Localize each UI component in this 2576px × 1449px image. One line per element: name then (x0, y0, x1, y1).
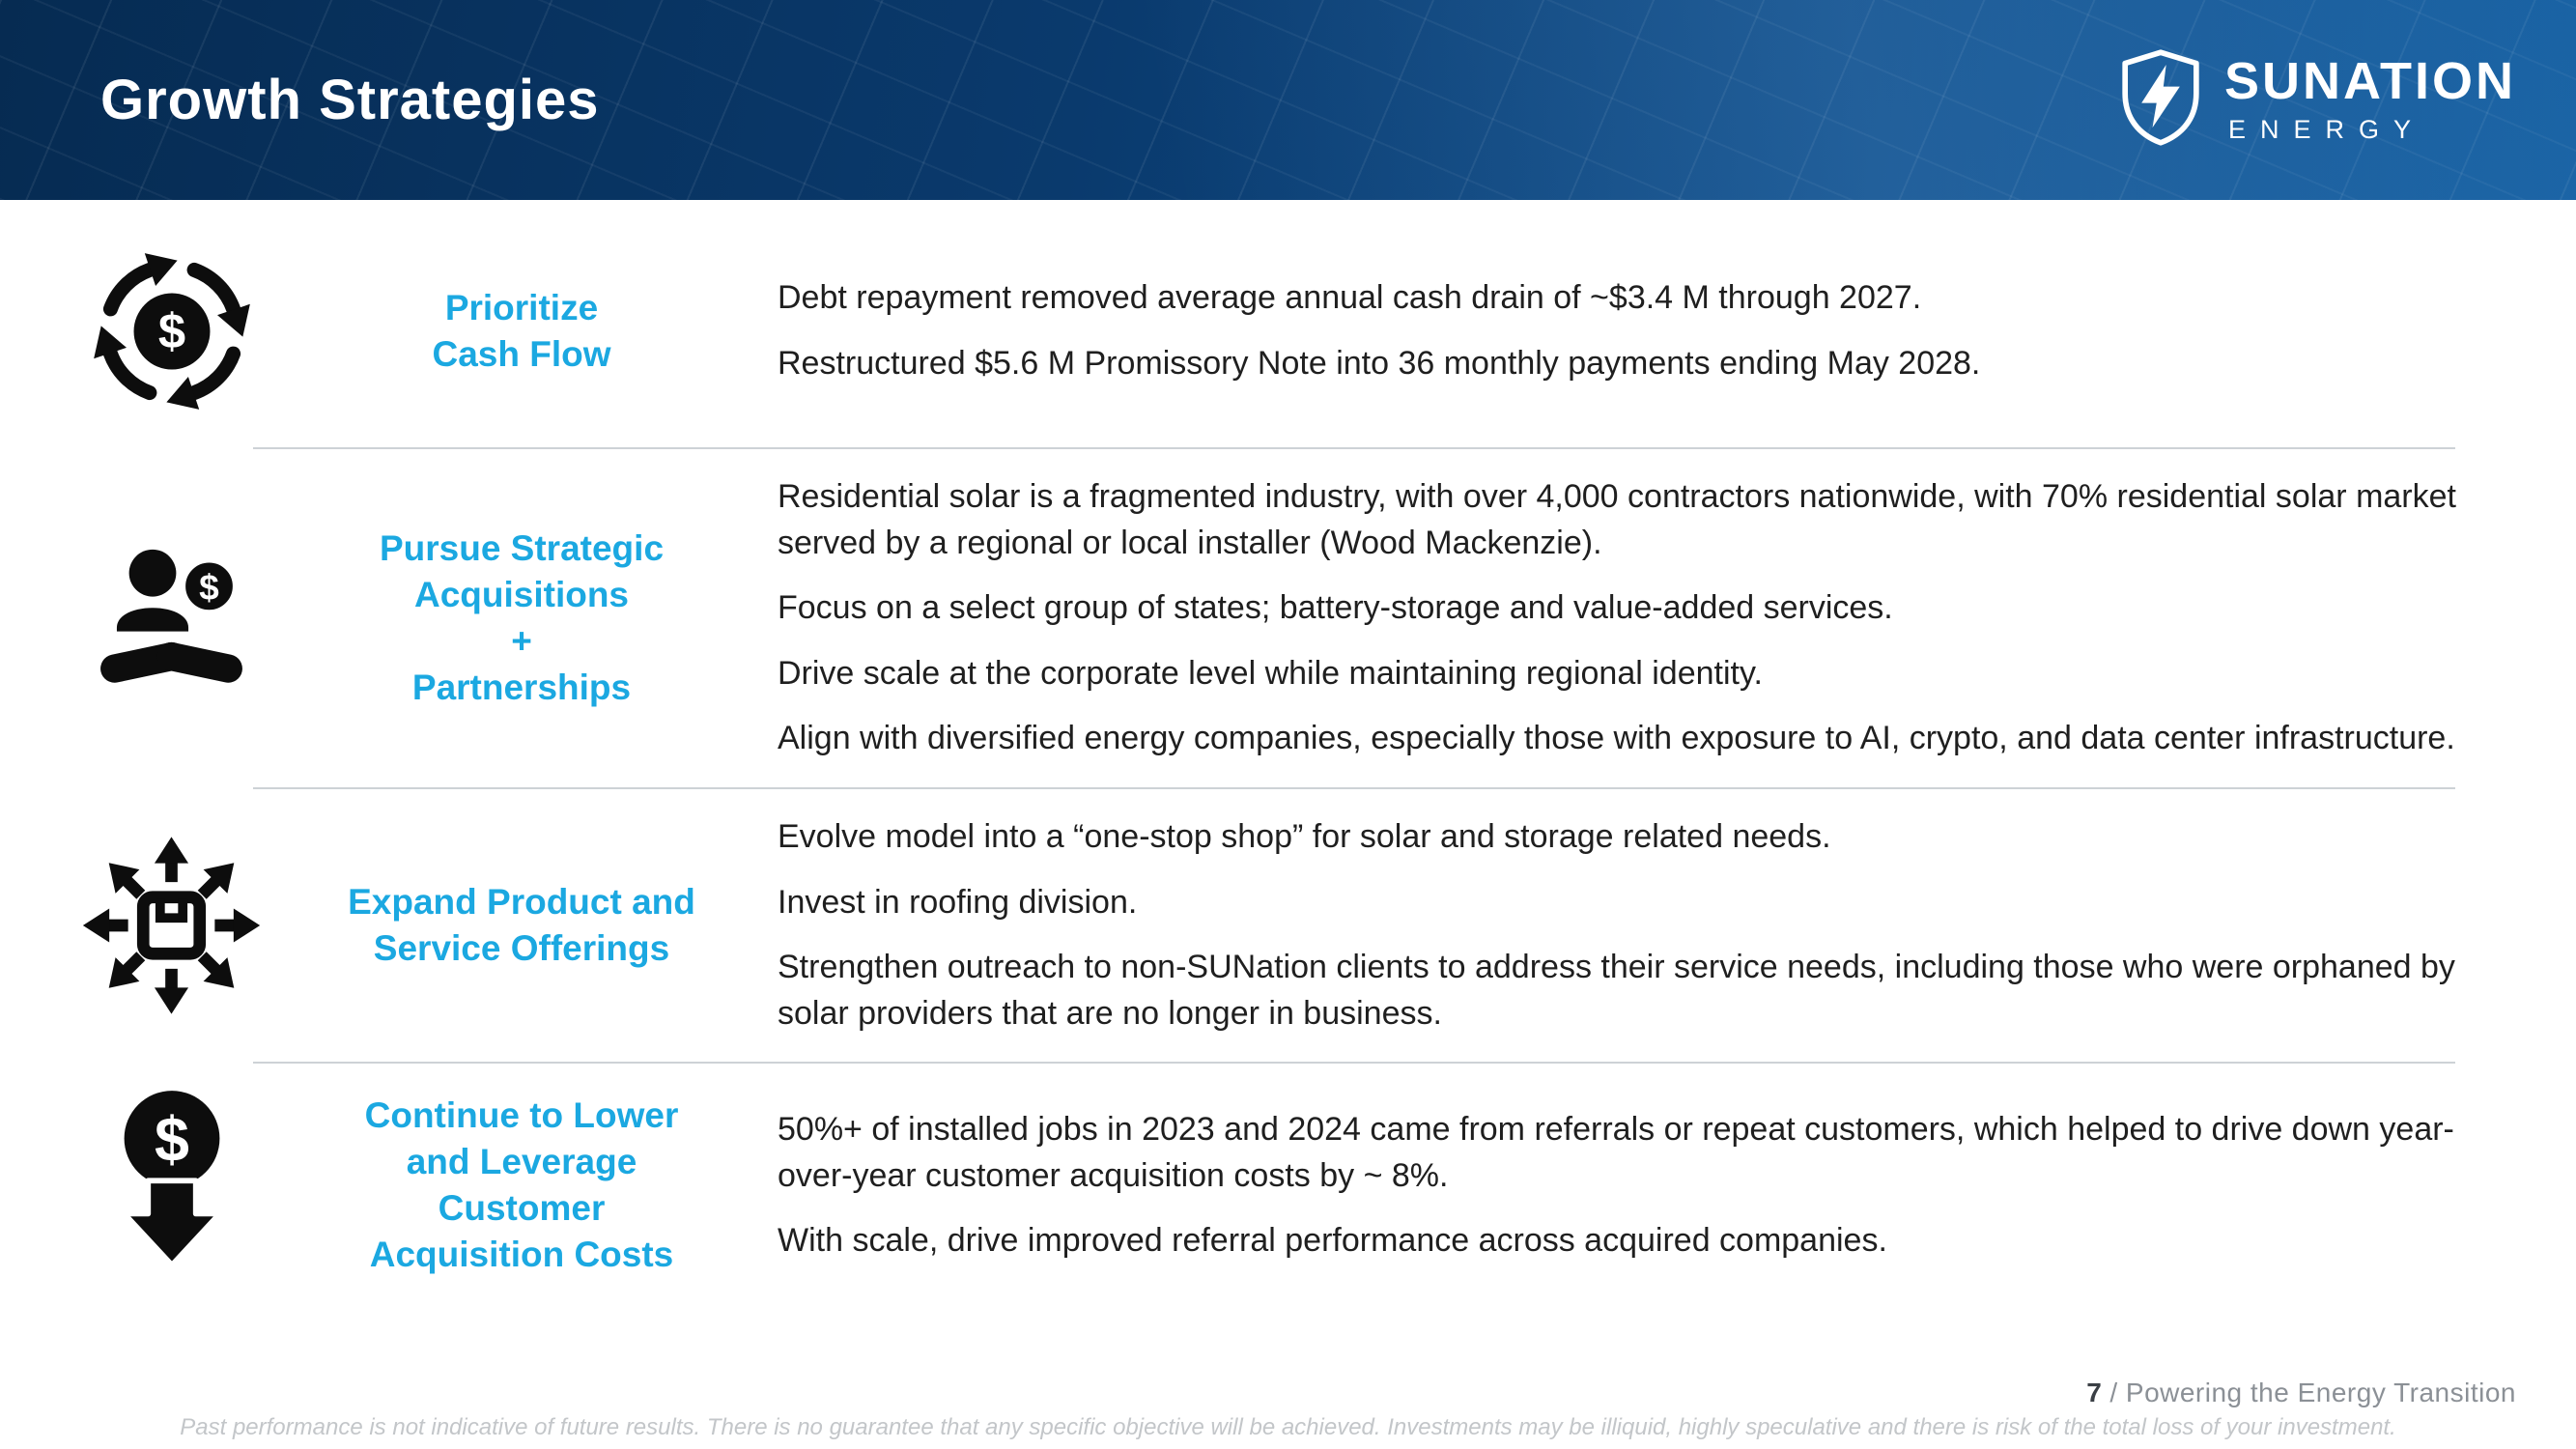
lower-acquisition-cost-icon: $ (77, 1089, 266, 1282)
strategy-row-cash-flow: $ Prioritize Cash Flow Debt repayment re… (0, 215, 2576, 447)
bullet-text: Focus on a select group of states; batte… (778, 589, 1893, 627)
strategy-row-expand-offerings: Expand Product and Service Offerings Evo… (0, 789, 2576, 1062)
disclaimer-text: Past performance is not indicative of fu… (180, 1414, 2396, 1440)
row-divider (253, 1062, 2455, 1065)
strategy-bullets: Debt repayment removed average annual ca… (778, 275, 2460, 386)
bullet-text: Restructured $5.6 M Promissory Note into… (778, 345, 1981, 382)
strategy-bullets: 50%+ of installed jobs in 2023 and 2024 … (778, 1107, 2460, 1264)
bullet-text: Invest in roofing division. (778, 883, 1138, 921)
page-number: 7 (2086, 1378, 2103, 1407)
strategy-heading: Prioritize Cash Flow (432, 287, 611, 374)
expand-offerings-icon (77, 831, 266, 1020)
svg-text:$: $ (155, 1105, 189, 1175)
bullet-text: With scale, drive improved referral perf… (778, 1222, 1887, 1260)
bullet-text: Strengthen outreach to non-SUNation clie… (778, 949, 2455, 1032)
logo-text: SUNATION ENERGY (2224, 55, 2516, 145)
cash-flow-cycle-icon: $ (77, 241, 266, 422)
bullet-text: Residential solar is a fragmented indust… (778, 478, 2456, 561)
header-band: Growth Strategies SUNATION ENERGY (0, 0, 2576, 200)
footer-tagline: / Powering the Energy Transition (2109, 1378, 2516, 1407)
bullet-text: Evolve model into a “one-stop shop” for … (778, 817, 1831, 855)
acquisition-handshake-icon: $ (77, 524, 266, 713)
sunation-logo: SUNATION ENERGY (2116, 48, 2516, 152)
sunation-shield-bolt-icon (2116, 48, 2205, 152)
row-divider (253, 786, 2455, 789)
strategy-bullets: Evolve model into a “one-stop shop” for … (778, 814, 2460, 1037)
strategy-row-acquisitions: $ Pursue Strategic Acquisitions + Partne… (0, 449, 2576, 787)
bullet-text: Drive scale at the corporate level while… (778, 654, 1763, 692)
logo-subtitle: ENERGY (2228, 115, 2426, 144)
svg-text:$: $ (157, 303, 184, 358)
logo-brand: SUNATION (2224, 52, 2516, 110)
strategy-bullets: Residential solar is a fragmented indust… (778, 474, 2460, 762)
bullet-text: Align with diversified energy companies,… (778, 720, 2455, 757)
svg-text:$: $ (199, 566, 219, 607)
strategy-row-acquisition-costs: $ Continue to Lower and Leverage Custome… (0, 1064, 2576, 1307)
page-title: Growth Strategies (100, 69, 600, 131)
bullet-text: 50%+ of installed jobs in 2023 and 2024 … (778, 1110, 2454, 1194)
strategy-heading: Pursue Strategic Acquisitions + Partners… (379, 527, 665, 708)
strategy-heading: Expand Product and Service Offerings (348, 882, 695, 969)
content-area: $ Prioritize Cash Flow Debt repayment re… (0, 200, 2576, 1307)
strategy-heading: Continue to Lower and Leverage Customer … (364, 1095, 679, 1275)
page-footer: 7/ Powering the Energy Transition (2086, 1378, 2516, 1408)
row-divider (253, 447, 2455, 449)
bullet-text: Debt repayment removed average annual ca… (778, 279, 1922, 317)
